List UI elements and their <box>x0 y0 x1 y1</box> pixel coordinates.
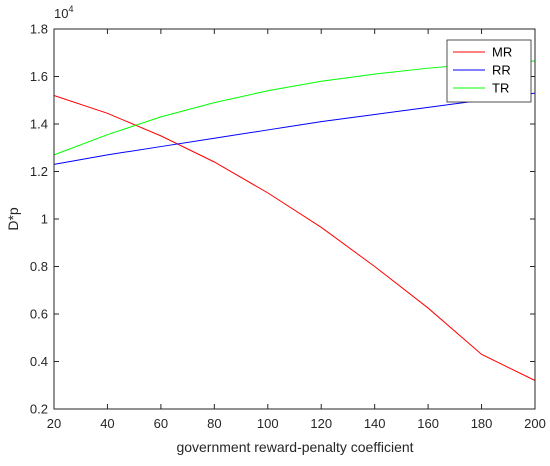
y-axis-multiplier: 104 <box>54 4 73 21</box>
y-axis-multiplier-base: 10 <box>54 6 68 21</box>
y-tick-label: 1.6 <box>30 69 48 84</box>
x-tick-label: 120 <box>310 416 332 431</box>
y-axis-ticks: 0.2 0.4 0.6 0.8 1 1.2 1.4 1.6 1.8 <box>30 22 535 417</box>
y-tick-label: 0.6 <box>30 307 48 322</box>
x-tick-label: 40 <box>100 416 114 431</box>
legend-label-mr: MR <box>492 45 512 60</box>
x-tick-label: 100 <box>257 416 279 431</box>
series-line-rr <box>53 92 536 165</box>
legend-label-tr: TR <box>492 81 509 96</box>
x-tick-label: 80 <box>207 416 221 431</box>
x-axis-ticks: 20 40 60 80 100 120 140 160 180 200 <box>47 29 546 431</box>
y-axis-multiplier-exponent: 4 <box>68 4 73 14</box>
legend: MR RR TR <box>446 39 532 103</box>
y-tick-label: 1.8 <box>30 22 48 37</box>
x-tick-label: 20 <box>47 416 61 431</box>
y-tick-label: 0.8 <box>30 259 48 274</box>
y-tick-label: 0.2 <box>30 402 48 417</box>
y-tick-label: 1.2 <box>30 164 48 179</box>
y-axis-label: D*p <box>5 207 21 231</box>
plot-lines <box>53 60 536 381</box>
legend-box <box>446 39 532 103</box>
legend-label-rr: RR <box>492 63 511 78</box>
x-tick-label: 200 <box>524 416 546 431</box>
x-tick-label: 180 <box>471 416 493 431</box>
y-tick-label: 1.4 <box>30 117 48 132</box>
y-tick-label: 0.4 <box>30 354 48 369</box>
x-tick-label: 60 <box>154 416 168 431</box>
x-tick-label: 160 <box>417 416 439 431</box>
y-tick-label: 1 <box>41 212 48 227</box>
x-tick-label: 140 <box>364 416 386 431</box>
series-line-mr <box>53 95 536 381</box>
x-axis-label: government reward-penalty coefficient <box>176 439 413 455</box>
